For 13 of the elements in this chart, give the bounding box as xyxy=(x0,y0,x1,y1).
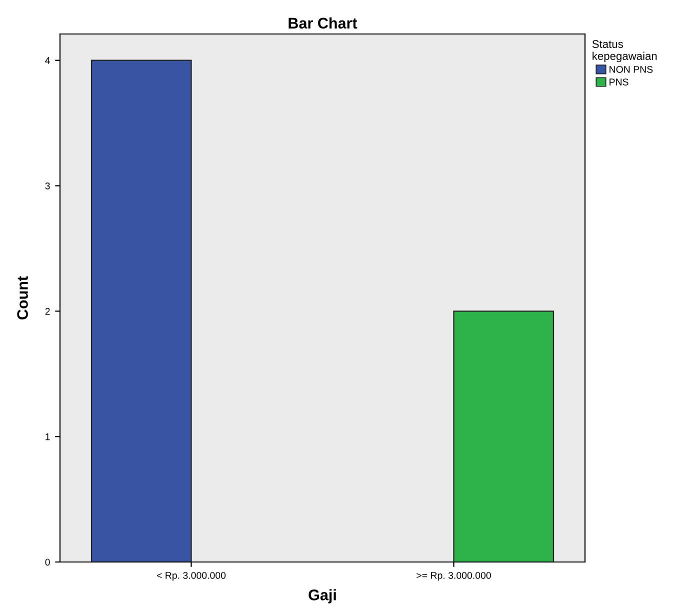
chart-title: Bar Chart xyxy=(288,17,358,29)
y-tick-label: 0 xyxy=(45,558,50,566)
y-tick-label: 1 xyxy=(46,433,50,440)
y-tick-label: 4 xyxy=(45,57,50,64)
x-tick-label: >= Rp. 3.000.000 xyxy=(416,572,491,581)
x-tick-label: < Rp. 3.000.000 xyxy=(157,572,226,581)
y-axis-title: Count xyxy=(17,276,28,320)
x-axis-title: Gaji xyxy=(308,589,336,604)
legend-title: Status kepegawaian xyxy=(592,40,657,62)
legend-label: NON PNS xyxy=(610,66,653,73)
y-tick-label: 3 xyxy=(45,182,50,190)
legend-label: PNS xyxy=(610,78,628,86)
y-tick-label: 2 xyxy=(45,308,50,315)
